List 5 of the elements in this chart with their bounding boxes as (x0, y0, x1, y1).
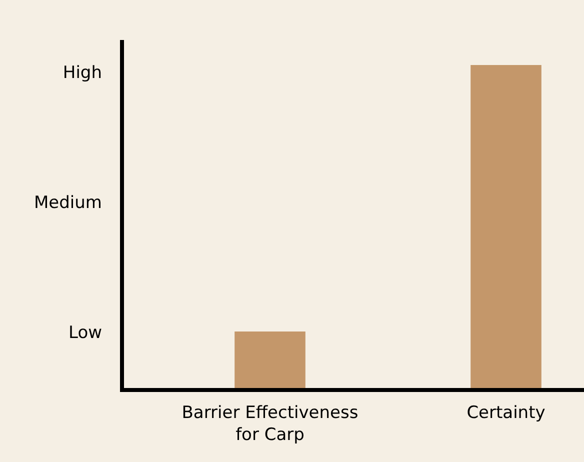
x-tick-label: Barrier Effectiveness for Carp (182, 403, 358, 445)
x-tick-label: Certainty (466, 403, 546, 423)
text: High (62, 62, 102, 83)
text: Medium (34, 192, 102, 213)
text: Low (68, 322, 102, 343)
